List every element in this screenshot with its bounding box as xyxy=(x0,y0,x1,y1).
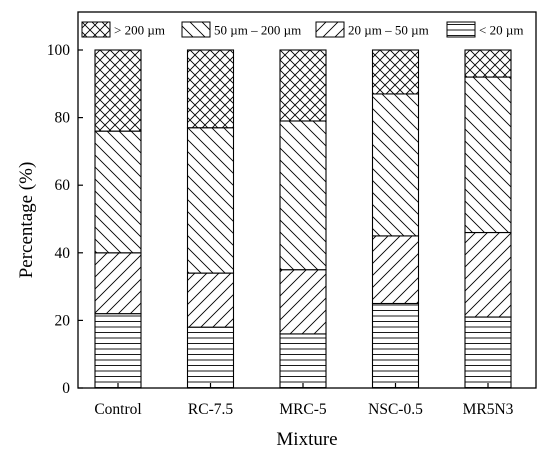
bar-group-control xyxy=(94,49,142,389)
y-tick-label: 40 xyxy=(55,245,71,262)
bars xyxy=(94,49,512,389)
x-tick-label: RC-7.5 xyxy=(188,401,233,418)
bar-segment-50-m-200-m xyxy=(186,127,235,274)
bar-segment-20-m xyxy=(464,316,512,389)
legend: > 200 µm 50 µm – 200 µm 20 µm – 50 µm < 20 … xyxy=(81,21,523,38)
bar-segment-20-m-50-m xyxy=(464,231,512,318)
legend-label: < 20 µm xyxy=(479,23,523,38)
y-tick-label: 80 xyxy=(55,110,71,127)
bar-segment-50-m-200-m xyxy=(279,120,327,271)
y-tick-label: 0 xyxy=(62,380,70,397)
x-tick-label: NSC-0.5 xyxy=(368,401,423,418)
bar-segment-50-m-200-m xyxy=(464,76,512,234)
legend-label: 20 µm – 50 µm xyxy=(348,23,429,38)
legend-item-20-m: < 20 µm xyxy=(446,21,523,38)
x-tick-label: Control xyxy=(94,401,141,418)
legend-item-50-m-200-m: 50 µm – 200 µm xyxy=(181,21,301,38)
y-tick-label: 100 xyxy=(47,42,71,59)
bar-group-mrc-5 xyxy=(279,49,327,389)
bar-segment-20-m xyxy=(186,326,235,389)
bar-segment-20-m-50-m xyxy=(186,272,235,328)
bar-group-nsc-0-5 xyxy=(371,49,420,389)
legend-swatch xyxy=(446,21,476,38)
legend-label: > 200 µm xyxy=(114,23,165,38)
bar-segment-50-m-200-m xyxy=(94,130,142,254)
x-tick-label: MR5N3 xyxy=(463,401,514,418)
y-axis: 0 20 40 60 80 100 xyxy=(47,42,83,397)
bar-segment-200-m xyxy=(186,49,235,129)
y-tick-label: 60 xyxy=(55,177,71,194)
x-axis-title: Mixture xyxy=(276,429,337,450)
bar-segment-200-m xyxy=(279,49,327,122)
bar-group-mr5n3 xyxy=(464,49,512,389)
legend-label: 50 µm – 200 µm xyxy=(214,23,301,38)
bar-segment-20-m xyxy=(279,333,327,389)
bar-segment-20-m xyxy=(94,313,142,389)
x-tick-label: MRC-5 xyxy=(279,401,327,418)
bar-segment-20-m-50-m xyxy=(371,235,420,305)
bar-segment-200-m xyxy=(94,49,142,132)
legend-item-20-m-50-m: 20 µm – 50 µm xyxy=(315,21,429,38)
bar-segment-20-m-50-m xyxy=(279,269,327,335)
bar-segment-200-m xyxy=(464,49,512,78)
x-axis: Control RC-7.5 MRC-5 NSC-0.5 MR5N3 xyxy=(94,383,514,418)
y-tick-label: 20 xyxy=(55,312,71,329)
y-axis-title: Percentage (%) xyxy=(16,162,37,279)
bar-segment-20-m xyxy=(371,302,420,389)
legend-item-200-m: > 200 µm xyxy=(81,21,165,38)
bar-segment-20-m-50-m xyxy=(94,252,142,315)
bar-group-rc-7-5 xyxy=(186,49,235,389)
legend-swatch xyxy=(181,21,211,38)
legend-swatch xyxy=(81,21,111,38)
legend-swatch xyxy=(315,21,345,38)
bar-segment-200-m xyxy=(371,49,420,95)
bar-segment-50-m-200-m xyxy=(371,93,420,237)
